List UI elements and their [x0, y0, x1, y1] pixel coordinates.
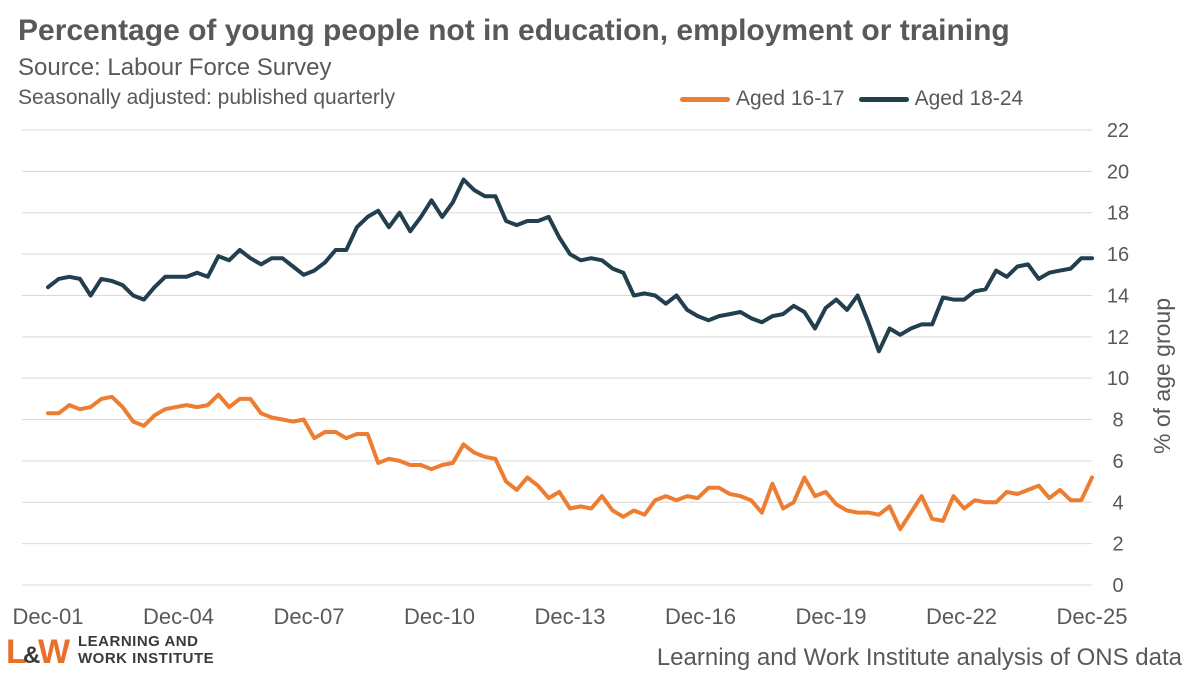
y-tick-label: 8	[1112, 410, 1123, 432]
x-tick-label: Dec-25	[1057, 604, 1128, 629]
y-tick-label: 20	[1107, 161, 1129, 183]
x-tick-label: Dec-01	[13, 604, 84, 629]
chart-source: Source: Labour Force Survey	[18, 54, 332, 81]
logo: L & W LEARNING AND WORK INSTITUTE	[6, 632, 214, 668]
y-tick-label: 10	[1107, 368, 1129, 390]
lw-logo-icon: L & W	[6, 633, 71, 668]
x-tick-label: Dec-22	[926, 604, 997, 629]
series-lines	[46, 177, 1094, 532]
legend-swatch-aged-16-17	[680, 96, 730, 102]
legend-swatch-aged-18-24	[858, 96, 909, 102]
x-tick-label: Dec-10	[404, 604, 475, 629]
series-line-aged-16-17	[46, 392, 1094, 532]
chart-title: Percentage of young people not in educat…	[18, 14, 1010, 47]
x-axis-ticks: Dec-01 Dec-04 Dec-07 Dec-10 Dec-13 Dec-16 Dec-…	[13, 604, 1128, 629]
legend-label-aged-18-24: Aged 18-24	[914, 87, 1024, 110]
svg-text:L: L	[6, 633, 27, 668]
y-tick-label: 2	[1112, 534, 1123, 556]
legend-label-aged-16-17: Aged 16-17	[736, 87, 845, 110]
y-tick-label: 18	[1107, 203, 1129, 225]
legend-item-aged-16-17: Aged 16-17	[680, 87, 845, 111]
y-tick-label: 12	[1107, 327, 1129, 349]
gridlines	[22, 129, 1092, 586]
logo-text-line1: LEARNING AND	[78, 633, 199, 650]
x-tick-label: Dec-07	[274, 604, 345, 629]
y-tick-label: 0	[1112, 575, 1123, 597]
y-axis-ticks: 0 2 4 6 8 10 12 14 16 18 20 22	[1107, 120, 1129, 597]
legend: Aged 16-17 Aged 18-24	[680, 86, 1037, 112]
logo-text: LEARNING AND WORK INSTITUTE	[78, 633, 214, 667]
svg-text:W: W	[38, 633, 71, 668]
series-line-aged-18-24	[46, 177, 1094, 354]
y-tick-label: 4	[1112, 492, 1123, 514]
y-tick-label: 6	[1112, 451, 1123, 473]
analysis-credit: Learning and Work Institute analysis of …	[656, 644, 1182, 671]
svg-text:&: &	[23, 642, 40, 668]
x-tick-label: Dec-13	[535, 604, 606, 629]
logo-text-line2: WORK INSTITUTE	[78, 650, 215, 667]
y-tick-label: 16	[1107, 244, 1129, 266]
x-tick-label: Dec-16	[665, 604, 736, 629]
x-tick-label: Dec-04	[143, 604, 214, 629]
chart-note: Seasonally adjusted: published quarterly	[18, 86, 396, 109]
y-tick-label: 14	[1107, 285, 1129, 307]
y-tick-label: 22	[1107, 120, 1129, 142]
y-axis-label: % of age group	[1149, 298, 1175, 454]
legend-item-aged-18-24: Aged 18-24	[858, 87, 1024, 111]
x-tick-label: Dec-19	[796, 604, 867, 629]
